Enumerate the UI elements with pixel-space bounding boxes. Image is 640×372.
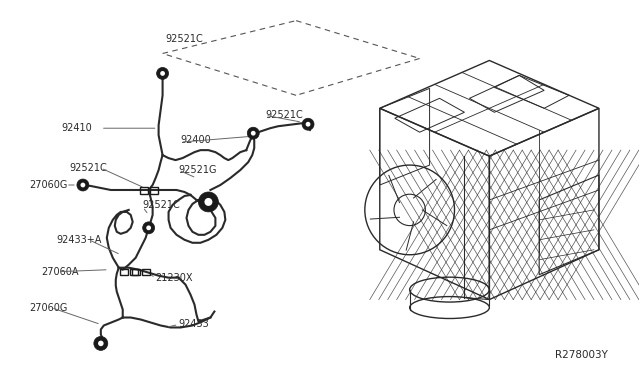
Circle shape <box>143 222 155 234</box>
Circle shape <box>204 198 212 206</box>
Circle shape <box>77 179 89 191</box>
Circle shape <box>147 225 151 230</box>
Bar <box>130 269 138 275</box>
Circle shape <box>247 127 259 139</box>
Circle shape <box>251 131 255 135</box>
Bar <box>150 187 157 194</box>
Text: 27060G: 27060G <box>29 302 67 312</box>
Text: 92433: 92433 <box>179 320 209 330</box>
Text: 27060A: 27060A <box>41 267 79 277</box>
Bar <box>132 269 140 275</box>
Circle shape <box>306 122 310 126</box>
Text: 92521C: 92521C <box>265 110 303 120</box>
Text: 92433+A: 92433+A <box>56 235 101 245</box>
Text: 92521C: 92521C <box>166 33 204 44</box>
Text: R278003Y: R278003Y <box>555 350 608 360</box>
Text: 27060G: 27060G <box>29 180 67 190</box>
Text: 92410: 92410 <box>61 123 92 133</box>
Circle shape <box>98 341 104 346</box>
Circle shape <box>94 336 108 350</box>
Text: 21230X: 21230X <box>156 273 193 283</box>
Text: 92521C: 92521C <box>69 163 107 173</box>
Bar <box>141 269 150 275</box>
Circle shape <box>157 67 168 79</box>
Text: 92521G: 92521G <box>179 165 217 175</box>
Circle shape <box>198 192 218 212</box>
Circle shape <box>160 71 165 76</box>
Text: 92400: 92400 <box>180 135 211 145</box>
Circle shape <box>81 183 85 187</box>
Bar <box>120 269 128 275</box>
Text: 92521C: 92521C <box>143 200 180 210</box>
Circle shape <box>302 118 314 130</box>
Bar <box>140 187 148 194</box>
